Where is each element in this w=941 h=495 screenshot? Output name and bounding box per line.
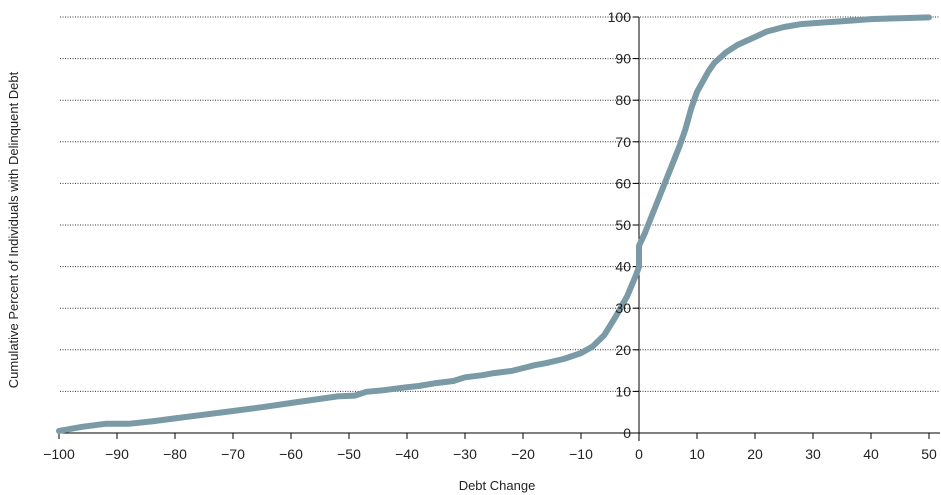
x-tick-label: −70 [221,446,245,462]
x-tick-label: −10 [569,446,593,462]
x-tick-label: −90 [105,446,129,462]
tick-labels: −100 −90 −80 −70 −60 −50 −40 −30 −20 −10 0 10 20 30 40… [43,9,937,462]
x-tick-label: 0 [635,446,643,462]
x-tick-label: −50 [337,446,361,462]
y-tick-label: 90 [615,51,631,67]
y-tick-label: 30 [615,300,631,316]
x-tick-label: −100 [43,446,75,462]
axes [58,16,940,441]
y-tick-label: 50 [615,217,631,233]
x-tick-label: −20 [511,446,535,462]
x-tick-label: 40 [863,446,879,462]
series-line-0 [56,14,932,434]
x-tick-label: 10 [689,446,705,462]
y-tick-label: 60 [615,175,631,191]
y-tick-label: 10 [615,383,631,399]
x-tick-label: −30 [453,446,477,462]
y-tick-label: 20 [615,342,631,358]
y-tick-label: 100 [608,9,632,25]
y-tick-label: 70 [615,134,631,150]
y-tick-label: 40 [615,259,631,275]
x-axis-title: Debt Change [459,478,536,493]
x-tick-label: −40 [395,446,419,462]
x-tick-label: 30 [805,446,821,462]
y-tick-label: 0 [623,425,631,441]
x-tick-label: −60 [279,446,303,462]
x-tick-label: 20 [747,446,763,462]
series [56,14,932,434]
y-axis-title: Cumulative Percent of Individuals with D… [6,71,21,388]
x-tick-label: −80 [163,446,187,462]
gridlines [60,16,940,392]
x-tick-label: 50 [921,446,937,462]
y-tick-label: 80 [615,92,631,108]
